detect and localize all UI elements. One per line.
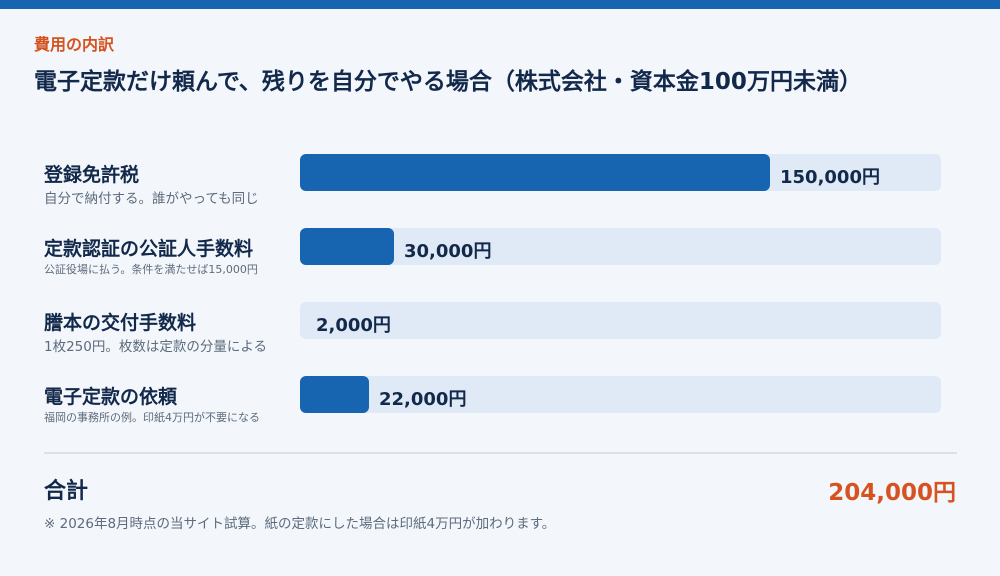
bar	[300, 228, 394, 265]
page-title: 電子定款だけ頼んで、残りを自分でやる場合（株式会社・資本金100万円未満）	[34, 69, 862, 95]
total-label: 合計	[44, 479, 89, 504]
bar-label: 登録免許税	[44, 164, 140, 186]
bar-label: 定款認証の公証人手数料	[44, 238, 254, 260]
bar-sublabel: 自分で納付する。誰がやっても同じ	[44, 191, 259, 207]
bar	[300, 376, 369, 413]
bar-label: 電子定款の依頼	[44, 386, 178, 408]
bar-label: 謄本の交付手数料	[44, 312, 197, 334]
bar	[300, 154, 770, 191]
total-value: 204,000円	[828, 480, 956, 506]
section-eyebrow: 費用の内訳	[34, 35, 115, 54]
bar-track	[300, 228, 941, 265]
bar-value-label: 30,000円	[404, 241, 492, 262]
bar-value-label: 2,000円	[316, 315, 391, 336]
bar-sublabel: 公証役場に払う。条件を満たせば15,000円	[44, 263, 258, 276]
top-accent-bar	[0, 0, 1000, 9]
bar-track	[300, 154, 941, 191]
bar-track	[300, 302, 941, 339]
bar-value-label: 22,000円	[379, 389, 467, 410]
bar-sublabel: 福岡の事務所の例。印紙4万円が不要になる	[44, 411, 260, 424]
footnote: ※ 2026年8月時点の当サイト試算。紙の定款にした場合は印紙4万円が加わります…	[44, 516, 556, 532]
bar-value-label: 150,000円	[780, 167, 880, 188]
divider	[44, 452, 957, 454]
bar-sublabel: 1枚250円。枚数は定款の分量による	[44, 339, 267, 355]
bar-track	[300, 376, 941, 413]
